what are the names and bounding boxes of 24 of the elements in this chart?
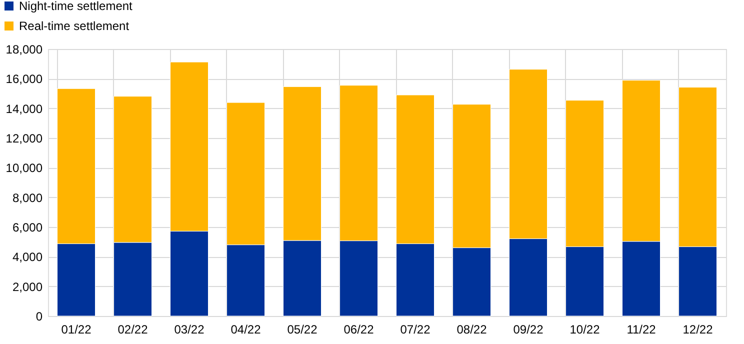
x-tick-label: 08/22 <box>456 322 488 336</box>
y-tick-label: 6,000 <box>12 220 43 234</box>
y-tick-label: 10,000 <box>6 161 43 176</box>
x-tick-label: 09/22 <box>513 322 544 336</box>
y-tick-label: 4,000 <box>12 250 43 264</box>
x-tick-label: 12/22 <box>682 322 714 336</box>
x-tick-label: 05/22 <box>287 322 318 336</box>
x-tick-label: 04/22 <box>230 322 262 336</box>
y-tick-label: 2,000 <box>12 280 43 294</box>
x-tick-label: 01/22 <box>61 322 92 336</box>
y-tick-label: 12,000 <box>6 132 43 146</box>
x-tick-label: 02/22 <box>118 322 148 336</box>
x-tick-label: 10/22 <box>570 322 600 336</box>
legend-label: Night-time settlement <box>19 0 134 13</box>
x-tick-label: 11/22 <box>626 322 656 336</box>
y-tick-label: 14,000 <box>6 102 43 116</box>
legend-label: Real-time settlement <box>19 19 130 33</box>
y-tick-label: 0 <box>36 310 43 324</box>
y-tick-label: 18,000 <box>6 42 43 56</box>
y-tick-label: 8,000 <box>12 190 43 205</box>
y-tick-label: 16,000 <box>6 72 43 86</box>
x-tick-label: 06/22 <box>344 322 374 336</box>
x-tick-label: 07/22 <box>400 322 431 336</box>
x-tick-label: 03/22 <box>174 322 205 336</box>
